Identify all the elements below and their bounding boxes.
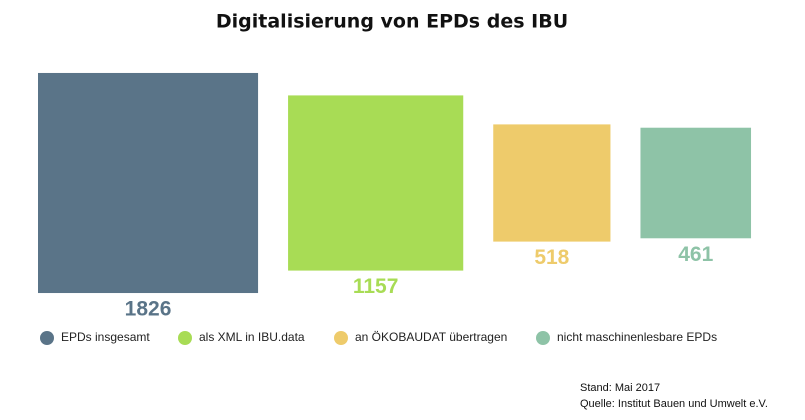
legend-marker: [40, 331, 54, 345]
value-label: 461: [678, 243, 713, 266]
legend-label: als XML in IBU.data: [199, 330, 305, 344]
square: [288, 95, 464, 271]
square: [493, 124, 611, 242]
legend-marker: [334, 331, 348, 345]
note: Stand: Mai 2017: [580, 382, 660, 394]
square: [38, 72, 259, 294]
value-label: 518: [534, 246, 569, 269]
square: [640, 127, 752, 239]
chart-title: Digitalisierung von EPDs des IBU: [216, 11, 568, 33]
value-label: 1826: [125, 298, 172, 321]
legend-marker: [178, 331, 192, 345]
legend-label: EPDs insgesamt: [61, 330, 150, 344]
note: Quelle: Institut Bauen und Umwelt e.V.: [580, 398, 768, 410]
legend-label: an ÖKOBAUDAT übertragen: [355, 330, 507, 344]
value-label: 1157: [353, 275, 399, 298]
legend-marker: [536, 331, 550, 345]
legend-label: nicht maschinenlesbare EPDs: [557, 330, 717, 344]
